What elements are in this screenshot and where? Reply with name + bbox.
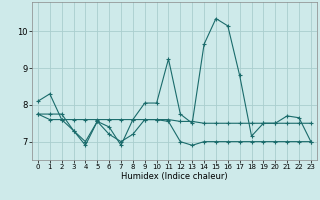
X-axis label: Humidex (Indice chaleur): Humidex (Indice chaleur) (121, 172, 228, 181)
